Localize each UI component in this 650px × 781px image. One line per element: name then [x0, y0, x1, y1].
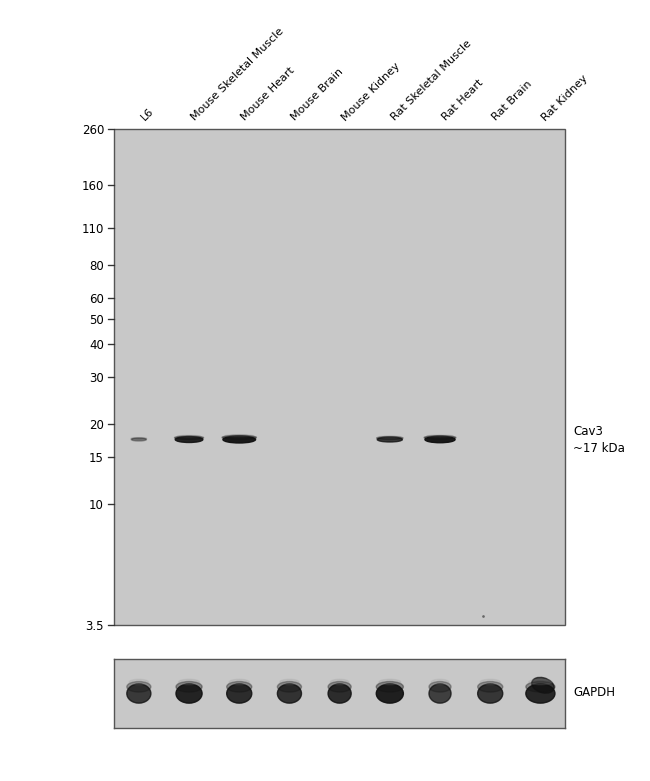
Ellipse shape	[131, 438, 146, 441]
Text: Cav3
~17 kDa: Cav3 ~17 kDa	[573, 425, 625, 455]
Ellipse shape	[131, 437, 147, 440]
Ellipse shape	[278, 682, 302, 692]
Ellipse shape	[528, 679, 552, 685]
Ellipse shape	[227, 684, 252, 703]
Ellipse shape	[377, 437, 402, 442]
Text: Mouse Kidney: Mouse Kidney	[339, 61, 402, 123]
Text: GAPDH: GAPDH	[573, 686, 615, 699]
Ellipse shape	[480, 679, 500, 685]
Ellipse shape	[229, 679, 249, 685]
Ellipse shape	[179, 679, 200, 685]
Ellipse shape	[478, 682, 502, 692]
Text: Rat Skeletal Muscle: Rat Skeletal Muscle	[390, 39, 474, 123]
Ellipse shape	[379, 679, 400, 685]
Ellipse shape	[226, 435, 253, 437]
Ellipse shape	[379, 436, 400, 437]
Ellipse shape	[429, 682, 451, 692]
Ellipse shape	[376, 437, 403, 440]
Text: Mouse Brain: Mouse Brain	[289, 67, 345, 123]
Text: Rat Kidney: Rat Kidney	[540, 73, 590, 123]
Ellipse shape	[176, 684, 202, 703]
Ellipse shape	[223, 436, 255, 443]
Ellipse shape	[127, 684, 151, 703]
Ellipse shape	[222, 435, 256, 440]
Ellipse shape	[431, 679, 449, 685]
Ellipse shape	[278, 684, 302, 703]
Ellipse shape	[376, 684, 404, 703]
Ellipse shape	[176, 682, 202, 692]
Ellipse shape	[429, 684, 451, 703]
Ellipse shape	[424, 436, 456, 440]
Ellipse shape	[129, 679, 148, 685]
Ellipse shape	[176, 437, 203, 443]
Ellipse shape	[526, 682, 555, 692]
Ellipse shape	[328, 682, 351, 692]
Ellipse shape	[133, 437, 145, 438]
Ellipse shape	[227, 682, 252, 692]
Ellipse shape	[127, 682, 151, 692]
Ellipse shape	[478, 684, 502, 703]
Ellipse shape	[175, 436, 203, 440]
Text: Mouse Skeletal Muscle: Mouse Skeletal Muscle	[189, 27, 285, 123]
Text: Rat Brain: Rat Brain	[490, 80, 534, 123]
Ellipse shape	[532, 677, 554, 694]
Ellipse shape	[330, 679, 349, 685]
Text: L6: L6	[139, 106, 155, 123]
Text: Rat Heart: Rat Heart	[440, 78, 485, 123]
Ellipse shape	[427, 435, 453, 437]
Ellipse shape	[328, 684, 351, 703]
Ellipse shape	[376, 682, 404, 692]
Ellipse shape	[425, 437, 455, 443]
Ellipse shape	[280, 679, 299, 685]
Ellipse shape	[177, 435, 201, 437]
Ellipse shape	[526, 684, 555, 703]
Text: Mouse Heart: Mouse Heart	[239, 66, 296, 123]
